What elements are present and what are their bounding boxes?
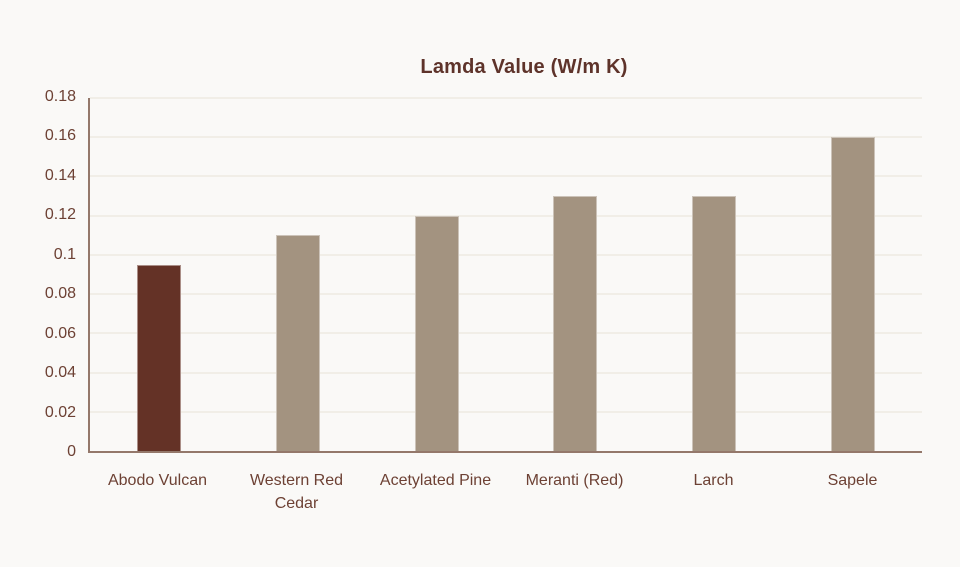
y-axis-tick-label: 0.06 <box>44 324 76 342</box>
bar-western-red-cedar <box>276 235 320 451</box>
bar-meranti-red <box>553 196 598 451</box>
gridline <box>90 253 922 256</box>
y-axis-tick-label: 0.02 <box>44 403 76 421</box>
y-axis-tick-label: 0.14 <box>44 166 76 184</box>
y-axis-tick-label: 0.16 <box>44 127 76 145</box>
y-axis-tick-label: 0.1 <box>53 245 76 263</box>
bar-abodo-vulcan <box>137 264 182 451</box>
gridline <box>90 136 922 139</box>
x-axis-label-meranti-red: Meranti (Red) <box>525 472 624 489</box>
gridline <box>90 410 922 413</box>
gridline <box>90 214 922 217</box>
bars <box>90 98 922 451</box>
y-axis-tick-label: 0.04 <box>44 364 76 382</box>
gridline <box>90 293 922 296</box>
y-axis-tick-label: 0 <box>67 443 76 460</box>
y-axis-tick-label: 0.08 <box>44 285 76 303</box>
bar-column-sapele <box>783 98 922 451</box>
chart-title: Lamda Value (W/m K) <box>420 56 628 78</box>
x-axis-label-western-red-cedar: Western Red Cedar <box>249 472 344 512</box>
bar-larch <box>692 196 737 451</box>
y-axis-labels: 0 0.02 0.04 0.06 0.08 0.1 0.12 0.14 0.16 0.18 <box>10 88 76 460</box>
bar-column-meranti-red <box>506 98 645 451</box>
bar-column-acetylated-pine <box>367 98 506 451</box>
gridline <box>90 371 922 374</box>
y-axis-tick-label: 0.12 <box>44 206 76 224</box>
bar-column-larch <box>645 98 784 451</box>
x-axis-label-sapele: Sapele <box>827 472 878 489</box>
bar-acetylated-pine <box>414 215 459 451</box>
gridline <box>90 97 922 99</box>
plot-area: 0 0.02 0.04 0.06 0.08 0.1 0.12 0.14 0.16 0.18 <box>45 88 922 460</box>
bar-sapele <box>830 137 875 451</box>
x-axis-labels: Abodo Vulcan Western Red Cedar Acetylated … <box>88 469 922 515</box>
x-axis-label-acetylated-pine: Acetylated Pine <box>379 472 492 489</box>
x-axis-label-abodo-vulcan: Abodo Vulcan <box>107 472 208 489</box>
gridline <box>90 332 922 335</box>
y-axis-tick-label: 0.18 <box>44 88 76 105</box>
x-axis-label-larch: Larch <box>693 472 734 489</box>
bar-column-abodo-vulcan <box>90 98 229 451</box>
gridline <box>90 175 922 178</box>
bar-column-western-red-cedar <box>229 98 368 451</box>
